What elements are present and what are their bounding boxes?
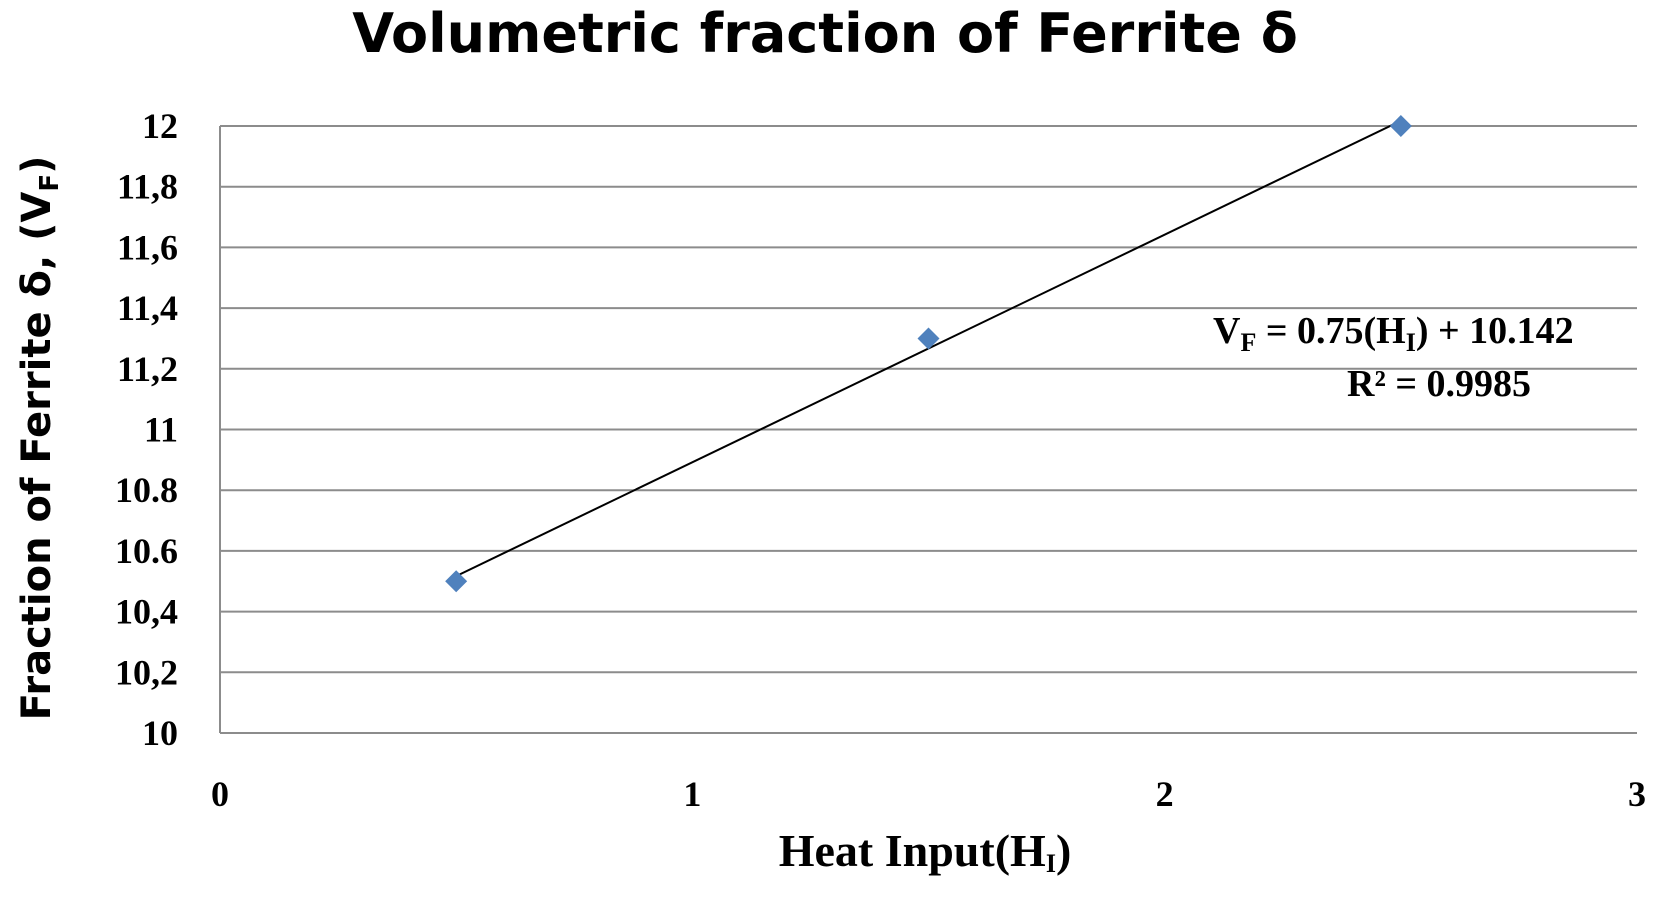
y-tick-label: 10.8 xyxy=(115,470,178,510)
data-point xyxy=(917,327,940,350)
y-tick-label: 12 xyxy=(142,106,178,146)
x-tick-labels: 0 1 2 3 xyxy=(211,774,1646,814)
x-tick-label: 0 xyxy=(211,774,229,814)
y-tick-label: 10,2 xyxy=(115,652,178,692)
x-tick-label: 1 xyxy=(683,774,701,814)
x-axis-label: Heat Input(HI) xyxy=(779,825,1072,878)
y-tick-label: 10,4 xyxy=(115,592,178,632)
x-tick-label: 3 xyxy=(1628,774,1646,814)
x-tick-label: 2 xyxy=(1156,774,1174,814)
r-squared-label: R² = 0.9985 xyxy=(1347,363,1531,405)
y-axis-label: Fraction of Ferrite δ, (VF) xyxy=(14,156,65,721)
y-tick-label: 11,6 xyxy=(117,227,178,267)
y-tick-label: 11,2 xyxy=(117,349,178,389)
y-tick-label: 11 xyxy=(144,410,178,450)
data-points xyxy=(445,115,1412,593)
y-tick-labels: 10 10,2 10,4 10.6 10.8 11 11,2 11,4 11,6 11,8 12 xyxy=(115,106,178,753)
data-point xyxy=(445,570,468,593)
y-tick-label: 10.6 xyxy=(115,531,178,571)
y-tick-label: 11,4 xyxy=(117,288,178,328)
gridlines xyxy=(219,125,1637,734)
data-point xyxy=(1389,115,1412,137)
y-tick-label: 10 xyxy=(142,713,178,753)
trendline-equation: VF = 0.75(HI) + 10.142 xyxy=(1213,310,1574,357)
y-tick-label: 11,8 xyxy=(117,167,178,207)
chart-title: Volumetric fraction of Ferrite δ xyxy=(352,2,1298,65)
